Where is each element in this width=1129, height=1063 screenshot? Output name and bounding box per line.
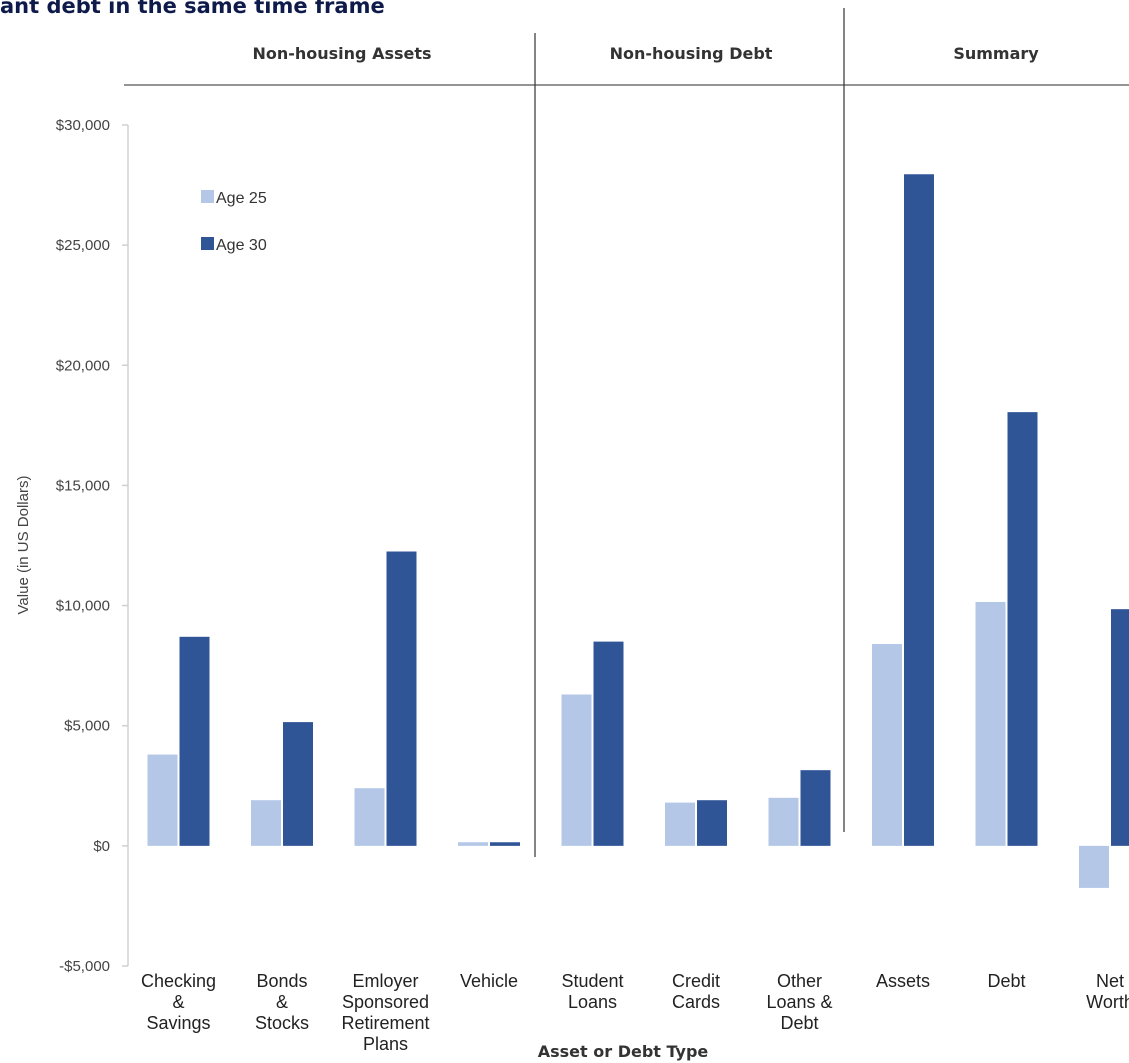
y-tick-label: $15,000 [56, 477, 110, 494]
bar [768, 797, 799, 846]
bar [179, 636, 210, 846]
x-category-label-line: Student [561, 971, 623, 991]
x-category-label: Emloyer Sponsored Retirement Plans [341, 971, 429, 1054]
x-category-label-line: Plans [363, 1034, 408, 1054]
x-category-label-line: & [172, 992, 184, 1012]
bar [386, 551, 417, 846]
x-category-label-line: Retirement [341, 1013, 429, 1033]
bar [251, 800, 281, 846]
y-tick-label: $25,000 [56, 237, 110, 254]
y-tick-label: $0 [93, 838, 110, 855]
x-category-label: Net Worth [1086, 971, 1129, 1012]
x-category-label: Debt [987, 971, 1025, 991]
x-category-label: Assets [876, 971, 930, 991]
y-tick-label: -$5,000 [59, 958, 110, 975]
bar [697, 800, 727, 846]
bar [665, 802, 695, 846]
bar [561, 694, 592, 846]
bar [1111, 609, 1129, 846]
legend-swatch [201, 190, 214, 203]
bar [800, 770, 831, 846]
section-header-label: Non-housing Debt [610, 44, 773, 63]
section-header-label: Non-housing Assets [252, 44, 431, 63]
x-category-label-line: Credit [672, 971, 720, 991]
x-category-label-line: Loans & [766, 992, 832, 1012]
bar [1007, 412, 1038, 846]
y-tick-label: $5,000 [64, 718, 110, 735]
y-axis: -$5,000 $0 $5,000 $10,000 $15,000 $20,000 $25,… [56, 117, 129, 975]
x-category-label-line: Net [1096, 971, 1124, 991]
y-tick-label: $20,000 [56, 357, 110, 374]
x-category-label-line: Debt [780, 1013, 818, 1033]
legend-label: Age 30 [216, 237, 267, 254]
x-category-label: Bonds & Stocks [255, 971, 309, 1033]
x-category-label-line: Debt [987, 971, 1025, 991]
x-axis-title: Asset or Debt Type [538, 1042, 709, 1061]
x-category-label: Credit Cards [672, 971, 720, 1012]
bars [147, 174, 1129, 888]
bar [490, 842, 520, 846]
x-category-label-line: Vehicle [460, 971, 518, 991]
x-category-label-line: Worth [1086, 992, 1129, 1012]
bar [975, 601, 1006, 846]
x-category-label-line: Assets [876, 971, 930, 991]
bar [904, 174, 934, 846]
y-axis-title: Value (in US Dollars) [15, 476, 32, 615]
x-category-label-line: Other [777, 971, 822, 991]
section-header-label: Summary [953, 44, 1039, 63]
x-category-label-line: Checking [141, 971, 216, 991]
x-category-label-line: Sponsored [342, 992, 429, 1012]
bar [354, 788, 385, 846]
x-category-label-line: Stocks [255, 1013, 309, 1033]
section-headers: Non-housing Assets Non-housing Debt Summar… [124, 8, 1129, 857]
chart-title: ant debt in the same time frame [0, 0, 385, 18]
x-category-label-line: Savings [146, 1013, 210, 1033]
bar [458, 842, 488, 846]
y-tick-label: $30,000 [56, 117, 110, 134]
x-category-label-line: Loans [568, 992, 617, 1012]
bar [147, 754, 178, 846]
legend-swatch [201, 237, 214, 250]
x-category-label-line: Emloyer [352, 971, 418, 991]
x-category-label: Student Loans [561, 971, 623, 1012]
bar [283, 722, 313, 846]
bar [1079, 845, 1109, 888]
bar [593, 641, 624, 846]
legend-label: Age 25 [216, 190, 267, 207]
bar [872, 644, 902, 846]
x-category-label-line: Cards [672, 992, 720, 1012]
x-category-label-line: Bonds [256, 971, 307, 991]
legend: Age 25 Age 30 [201, 190, 267, 254]
x-category-label: Other Loans & Debt [766, 971, 832, 1033]
x-category-label: Vehicle [460, 971, 518, 991]
x-category-label-line: & [276, 992, 288, 1012]
y-tick-label: $10,000 [56, 598, 110, 615]
x-category-label: Checking & Savings [141, 971, 216, 1033]
